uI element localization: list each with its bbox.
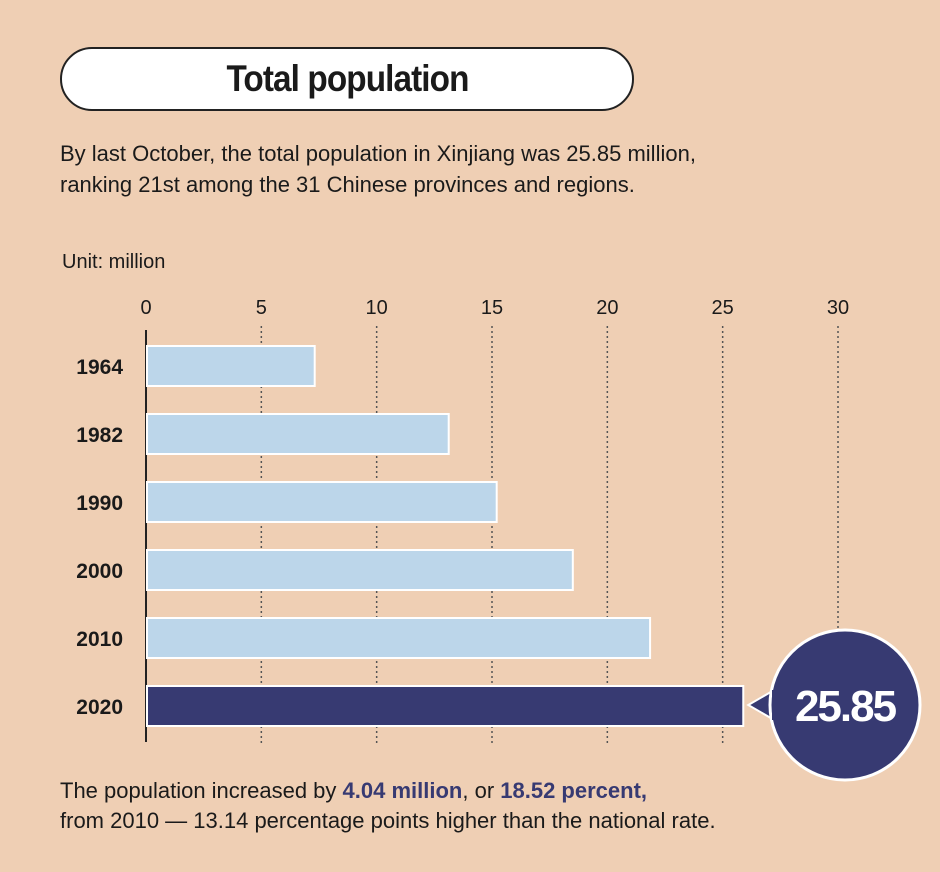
subtitle-line: By last October, the total population in… — [60, 141, 696, 166]
footer-text-1: The population increased by — [60, 778, 343, 803]
unit-label: Unit: million — [62, 251, 166, 273]
x-tick-label: 0 — [140, 297, 151, 319]
footer-line-2: from 2010 — 13.14 percentage points high… — [60, 808, 716, 833]
x-tick-label: 25 — [712, 297, 734, 319]
y-tick-label: 2020 — [76, 696, 123, 719]
subtitle-line: ranking 21st among the 31 Chinese provin… — [60, 172, 635, 197]
x-tick-label: 30 — [827, 297, 849, 319]
callout-joint — [772, 690, 780, 720]
y-tick-label: 1990 — [76, 492, 123, 515]
bar-1990 — [146, 481, 498, 523]
x-tick-label: 5 — [256, 297, 267, 319]
y-tick-label: 1964 — [76, 356, 123, 379]
x-tick-label: 20 — [596, 297, 618, 319]
subtitle: By last October, the total population in… — [60, 138, 696, 200]
x-tick-label: 15 — [481, 297, 503, 319]
bar-1964 — [146, 345, 316, 387]
bar-2020 — [146, 685, 745, 727]
bar-2010 — [146, 617, 652, 659]
bar-1982 — [146, 413, 450, 455]
callout-bubble — [768, 628, 922, 782]
y-tick-label: 2010 — [76, 628, 123, 651]
title: Total population — [225, 58, 469, 99]
title-pill: Total population — [60, 47, 634, 111]
footer-text: The population increased by 4.04 million… — [60, 776, 716, 836]
x-tick-label: 10 — [366, 297, 388, 319]
footer-text-2: , or — [462, 778, 501, 803]
y-tick-label: 1982 — [76, 424, 123, 447]
footer-highlight-2: 18.52 percent, — [500, 778, 648, 803]
footer-highlight-1: 4.04 million — [342, 778, 463, 803]
callout-value: 25.85 — [795, 682, 897, 731]
y-tick-label: 2000 — [76, 560, 123, 583]
bar-2000 — [146, 549, 574, 591]
